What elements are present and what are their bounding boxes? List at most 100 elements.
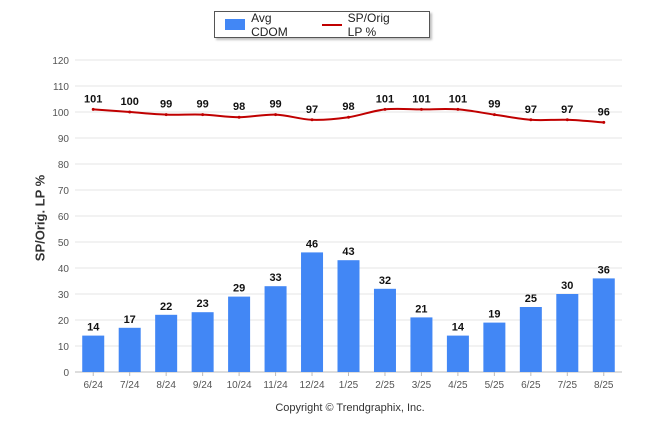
bar (592, 278, 615, 372)
x-tick-label: 9/24 (193, 380, 213, 391)
bar-value-label: 14 (87, 322, 100, 334)
line-point (128, 110, 132, 114)
x-tick-label: 7/24 (120, 380, 140, 391)
copyright-text: Copyright © Trendgraphix, Inc. (275, 402, 425, 414)
line-point (310, 118, 314, 122)
bar (337, 260, 360, 372)
y-axis-title: SP/Orig. LP % (32, 174, 48, 262)
bar (446, 335, 469, 372)
line-point (347, 115, 350, 119)
line-point (237, 115, 241, 119)
y-tick-label: 110 (53, 82, 69, 93)
x-tick-label: 7/25 (558, 380, 578, 391)
legend-bar-label: Avg CDOM (251, 10, 288, 39)
line-point (565, 118, 569, 122)
x-axis-ticks: 6/24 7/24 8/24 9/24 10/24 11/24 12/24 1/25 2/25 3… (83, 372, 614, 391)
line-value-label: 97 (561, 104, 573, 116)
legend: Avg CDOM SP/Orig LP % (214, 10, 430, 39)
bar-value-label: 14 (452, 322, 465, 334)
x-tick-label: 8/24 (156, 380, 176, 391)
x-tick-label: 5/25 (485, 380, 505, 391)
bar (191, 312, 214, 372)
y-tick-label: 50 (58, 238, 70, 249)
line-value-label: 97 (525, 104, 537, 116)
line-point (492, 113, 496, 117)
bar (228, 296, 251, 372)
line-point (164, 113, 168, 117)
legend-item-line[interactable]: SP/Orig LP % (321, 10, 407, 39)
x-tick-label: 8/25 (594, 380, 614, 391)
y-tick-label: 10 (58, 342, 70, 353)
bars-avg-cdom (82, 252, 615, 372)
line-point (602, 120, 606, 124)
bar-value-label: 21 (415, 303, 427, 315)
line-value-label: 101 (412, 93, 430, 105)
line-sp-orig-lp (91, 107, 606, 124)
x-tick-label: 6/25 (521, 380, 541, 391)
data-labels: 14 17 22 23 29 33 46 43 32 21 14 19 25 30 36 101 100 99 99… (84, 93, 610, 333)
x-tick-label: 6/24 (83, 380, 103, 391)
y-tick-label: 40 (58, 264, 70, 275)
y-tick-label: 80 (58, 160, 70, 171)
line-value-label: 99 (160, 99, 172, 111)
line-value-label: 100 (121, 96, 139, 108)
bar (556, 294, 579, 372)
bar (483, 322, 506, 372)
line-value-label: 101 (449, 93, 467, 105)
bar (155, 314, 178, 372)
bar-value-label: 30 (561, 280, 573, 292)
line-point (274, 113, 278, 117)
line-value-label: 98 (233, 101, 245, 113)
bar-value-label: 29 (233, 283, 245, 295)
y-tick-label: 100 (52, 108, 69, 119)
y-tick-label: 30 (58, 290, 70, 301)
line-value-label: 97 (306, 104, 318, 116)
y-tick-label: 60 (58, 212, 70, 223)
line-point (529, 118, 533, 122)
line-point (201, 113, 205, 117)
line-point (419, 107, 423, 111)
bar-value-label: 36 (598, 264, 610, 276)
bar-value-label: 22 (160, 301, 172, 313)
x-tick-label: 12/24 (300, 380, 325, 391)
legend-line-swatch (321, 23, 342, 26)
legend-item-bar[interactable]: Avg CDOM (225, 11, 300, 39)
bar (264, 286, 287, 372)
line-value-label: 101 (84, 93, 102, 105)
x-tick-label: 1/25 (339, 380, 359, 391)
line-point (383, 107, 387, 111)
bar-value-label: 25 (525, 293, 537, 305)
x-tick-label: 2/25 (375, 380, 395, 391)
y-tick-label: 70 (58, 186, 70, 197)
bar (373, 288, 396, 372)
line-value-label: 101 (376, 93, 394, 105)
bar (519, 307, 542, 372)
y-tick-label: 0 (63, 368, 69, 379)
y-axis-ticks: 0 10 20 30 40 50 60 70 80 90 100 110 120 (52, 56, 69, 379)
bar (118, 327, 141, 372)
bar-value-label: 23 (197, 298, 209, 310)
bar-value-label: 32 (379, 275, 391, 287)
y-tick-label: 20 (58, 316, 70, 327)
bar-value-label: 43 (342, 246, 354, 258)
x-tick-label: 4/25 (448, 380, 468, 391)
bar (410, 317, 433, 372)
legend-bar-swatch (225, 19, 246, 30)
x-tick-label: 11/24 (263, 380, 288, 391)
line-value-label: 99 (269, 99, 281, 111)
line-value-label: 99 (488, 99, 500, 111)
line-value-label: 96 (598, 106, 610, 118)
line-point (91, 107, 95, 111)
bar (301, 252, 324, 372)
y-tick-label: 90 (58, 134, 70, 145)
bar-value-label: 17 (124, 314, 136, 326)
line-value-label: 98 (342, 101, 354, 113)
bar-value-label: 33 (269, 272, 281, 284)
x-tick-label: 3/25 (412, 380, 432, 391)
line-point (456, 107, 460, 111)
x-tick-label: 10/24 (227, 380, 252, 391)
legend-line-label: SP/Orig LP % (347, 10, 390, 39)
bar-value-label: 19 (488, 309, 500, 321)
bar-value-label: 46 (306, 238, 318, 250)
